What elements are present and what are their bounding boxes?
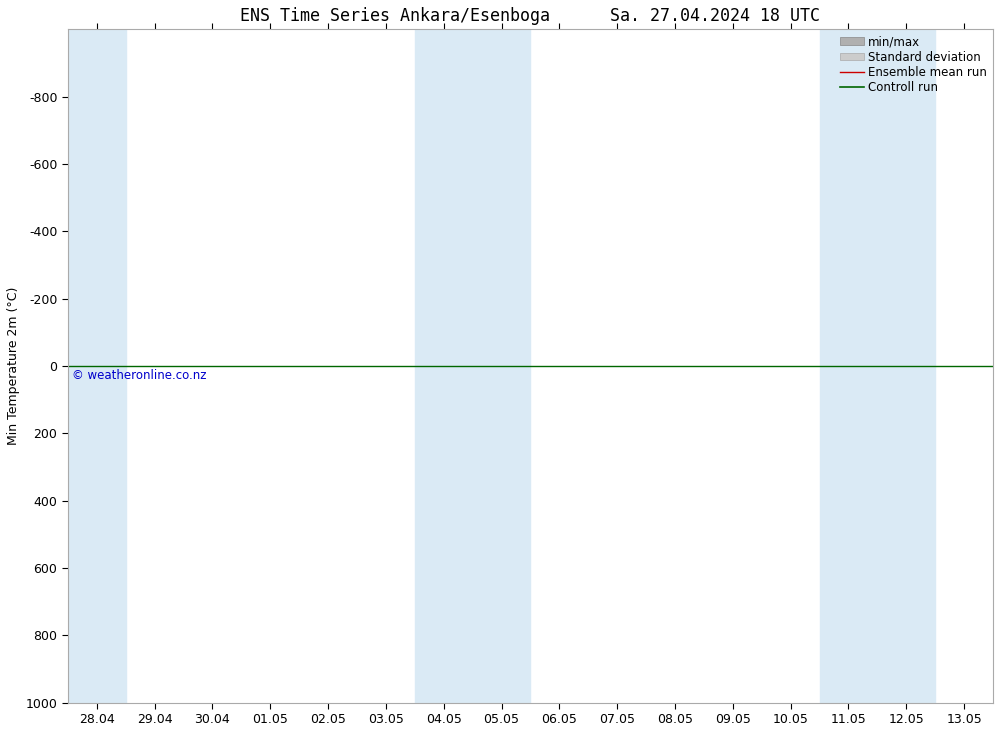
Bar (415, 29, 530, 703)
Legend: min/max, Standard deviation, Ensemble mean run, Controll run: min/max, Standard deviation, Ensemble me… (836, 32, 991, 97)
Bar (820, 29, 935, 703)
Text: © weatheronline.co.nz: © weatheronline.co.nz (72, 369, 207, 383)
Title: ENS Time Series Ankara/Esenboga      Sa. 27.04.2024 18 UTC: ENS Time Series Ankara/Esenboga Sa. 27.0… (240, 7, 820, 25)
Y-axis label: Min Temperature 2m (°C): Min Temperature 2m (°C) (7, 287, 20, 445)
Bar (68, 29, 126, 703)
